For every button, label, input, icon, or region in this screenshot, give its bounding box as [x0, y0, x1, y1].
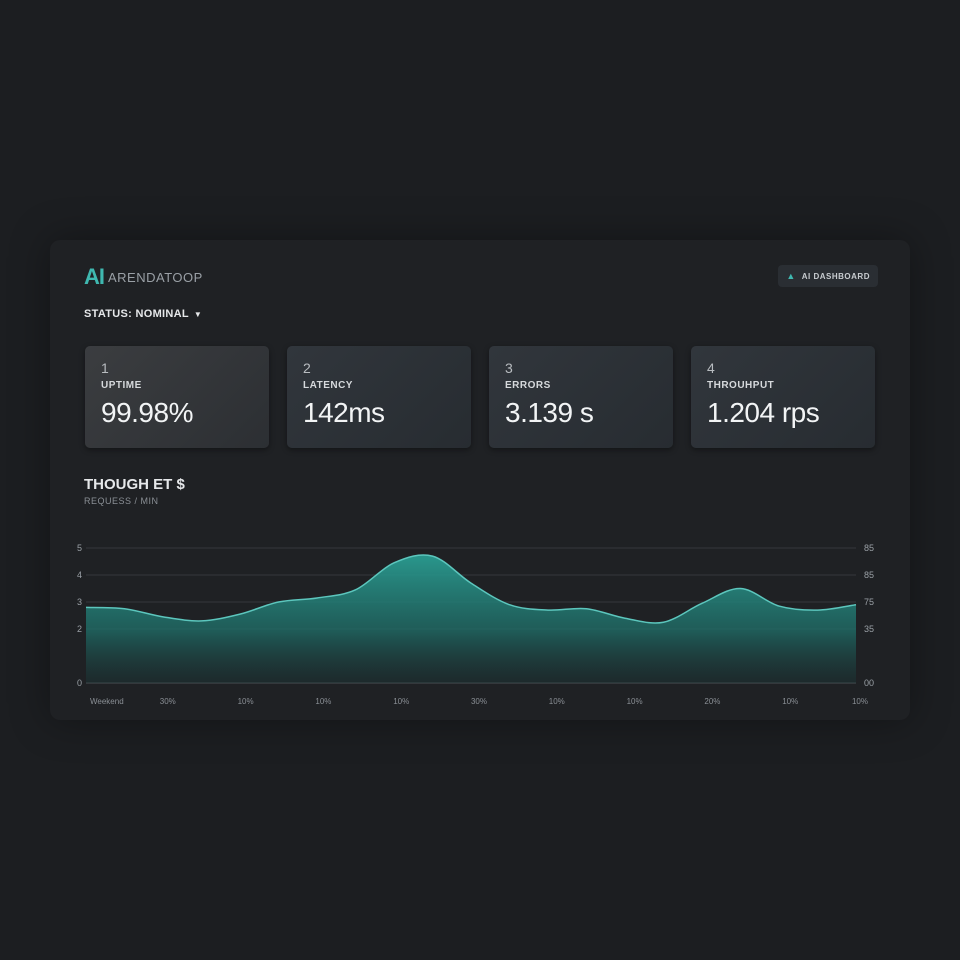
area-fill — [86, 554, 856, 683]
metric-card-uptime[interactable]: 1 UPTIME 99.98% — [85, 346, 269, 448]
x-tick-label: Weekend — [90, 697, 124, 706]
metric-card-errors[interactable]: 3 ERRORS 3.139 s — [489, 346, 673, 448]
brand[interactable]: AI ARENDATOOP — [84, 264, 203, 290]
status-label: STATUS: NOMINAL — [84, 308, 189, 320]
x-tick-label: 10% — [782, 697, 798, 706]
metric-label: ERRORS — [505, 380, 551, 391]
chart-title: THOUGH ET $ — [84, 476, 185, 493]
dashboard-badge[interactable]: ▲ AI DASHBOARD — [778, 265, 878, 287]
x-tick-label: 10% — [238, 697, 254, 706]
x-tick-label: 30% — [160, 697, 176, 706]
series-line — [85, 554, 857, 624]
x-tick-label: 30% — [471, 697, 487, 706]
dashboard-panel: AI ARENDATOOP ▲ AI DASHBOARD STATUS: NOM… — [50, 240, 910, 720]
app-name: ARENDATOOP — [108, 269, 203, 285]
x-tick-label: 10% — [393, 697, 409, 706]
badge-label: AI DASHBOARD — [801, 271, 870, 281]
metric-index: 4 — [707, 360, 715, 376]
x-tick-label: 10% — [627, 697, 643, 706]
metric-index: 1 — [101, 360, 109, 376]
chart-subtitle: REQUESS / MIN — [84, 496, 159, 506]
y-left-tick-label: 3 — [77, 597, 82, 607]
caret-down-icon: ▼ — [193, 309, 203, 319]
metric-cards: 1 UPTIME 99.98% 2 LATENCY 142ms 3 ERRORS… — [85, 346, 875, 448]
metric-value: 3.139 s — [505, 397, 594, 428]
y-right-tick-label: 85 — [864, 570, 874, 580]
layers-icon: ▲ — [786, 271, 796, 281]
metric-label: LATENCY — [303, 380, 353, 391]
metric-card-latency[interactable]: 2 LATENCY 142ms — [287, 346, 471, 448]
y-left-tick-label: 4 — [77, 570, 82, 580]
metric-index: 2 — [303, 360, 311, 376]
metric-card-throughput[interactable]: 4 THROUHPUT 1.204 rps — [691, 346, 875, 448]
metric-label: THROUHPUT — [707, 380, 775, 391]
y-right-tick-label: 75 — [864, 597, 874, 607]
y-left-tick-label: 5 — [77, 543, 82, 553]
logo-mark: AI — [84, 264, 105, 289]
y-left-tick-label: 0 — [77, 678, 82, 688]
y-right-tick-label: 00 — [864, 678, 874, 688]
metric-value: 1.204 rps — [707, 397, 820, 428]
x-tick-label: 10% — [852, 697, 868, 706]
metric-label: UPTIME — [101, 380, 142, 391]
y-right-tick-label: 35 — [864, 624, 874, 634]
x-tick-label: 10% — [315, 697, 331, 706]
x-tick-label: 20% — [704, 697, 720, 706]
metric-index: 3 — [505, 360, 513, 376]
y-left-tick-label: 2 — [77, 624, 82, 634]
x-tick-label: 10% — [549, 697, 565, 706]
metric-value: 142ms — [303, 397, 385, 428]
metric-value: 99.98% — [101, 397, 193, 428]
status-dropdown[interactable]: STATUS: NOMINAL ▼ — [84, 308, 202, 320]
y-right-tick-label: 85 — [864, 543, 874, 553]
